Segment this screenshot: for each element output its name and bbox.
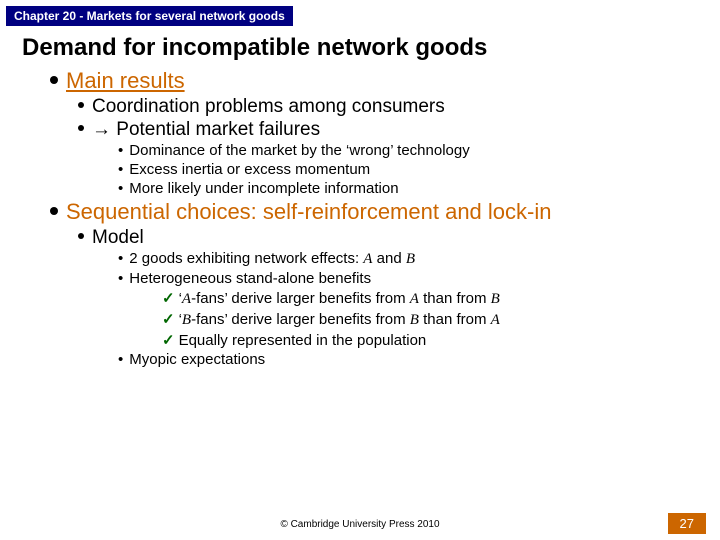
var-a2: A — [410, 291, 419, 307]
model-a-fans: ✓‘A-fans’ derive larger benefits from A … — [162, 289, 698, 308]
model-myopic: • Myopic expectations — [118, 351, 698, 368]
and: and — [372, 250, 405, 267]
text: Equally represented in the population — [179, 332, 427, 349]
text: Potential market failures — [111, 119, 320, 140]
model-heterogeneous: • Heterogeneous stand-alone benefits — [118, 270, 698, 287]
slide-content: Demand for incompatible network goods Ma… — [0, 26, 720, 368]
seq-label-b: self-reinforcement and lock-in — [263, 199, 552, 224]
bullet-icon — [50, 207, 58, 215]
sub-incomplete-info: • More likely under incomplete informatio… — [118, 180, 698, 197]
text: More likely under incomplete information — [129, 180, 398, 197]
model-goods: •2 goods exhibiting network effects: A a… — [118, 250, 698, 268]
check-icon: ✓ — [162, 290, 175, 307]
bullet-icon: • — [118, 142, 123, 159]
text: Excess inertia or excess momentum — [129, 161, 370, 178]
bullet-icon: • — [118, 161, 123, 178]
bullet-main-results: Main results — [50, 68, 698, 94]
var-b: B — [406, 251, 415, 267]
var-a: A — [491, 312, 500, 328]
page-number: 27 — [668, 513, 706, 534]
sub-dominance: • Dominance of the market by the ‘wrong’ … — [118, 142, 698, 159]
sub-inertia: • Excess inertia or excess momentum — [118, 161, 698, 178]
arrow-icon: → — [92, 119, 111, 140]
bullet-icon: • — [118, 270, 123, 287]
text: Myopic expectations — [129, 351, 265, 368]
text: Coordination problems among consumers — [92, 96, 445, 117]
main-results-label: Main results — [66, 68, 185, 93]
mid: -fans’ derive larger benefits from — [191, 290, 410, 307]
check-icon: ✓ — [162, 332, 175, 349]
text: Heterogeneous stand-alone benefits — [129, 270, 371, 287]
seq-label-a: Sequential choices: — [66, 199, 263, 224]
text: Dominance of the market by the ‘wrong’ t… — [129, 142, 469, 159]
chapter-bar: Chapter 20 - Markets for several network… — [6, 6, 293, 26]
var-a: A — [182, 291, 191, 307]
text: Model — [92, 227, 144, 248]
bullet-icon — [50, 76, 58, 84]
bullet-icon: • — [118, 351, 123, 368]
than: than from — [419, 311, 491, 328]
model-b-fans: ✓‘B-fans’ derive larger benefits from B … — [162, 310, 698, 329]
var-b: B — [182, 312, 191, 328]
than: than from — [419, 290, 491, 307]
bullet-icon — [78, 102, 84, 108]
var-b: B — [491, 291, 500, 307]
mid: -fans’ derive larger benefits from — [191, 311, 410, 328]
bullet-icon — [78, 233, 84, 239]
bullet-coordination: Coordination problems among consumers — [78, 96, 698, 118]
bullet-model: Model — [78, 227, 698, 249]
bullet-icon: • — [118, 250, 123, 267]
slide-title: Demand for incompatible network goods — [22, 34, 698, 62]
model-equally: ✓Equally represented in the population — [162, 331, 698, 349]
bullet-potential-failures: → Potential market failures — [78, 119, 698, 141]
bullet-icon: • — [118, 180, 123, 197]
var-b2: B — [410, 312, 419, 328]
text: 2 goods exhibiting network effects: — [129, 250, 363, 267]
copyright: © Cambridge University Press 2010 — [0, 519, 720, 530]
bullet-sequential: Sequential choices: self-reinforcement a… — [50, 199, 698, 225]
check-icon: ✓ — [162, 311, 175, 328]
bullet-icon — [78, 125, 84, 131]
